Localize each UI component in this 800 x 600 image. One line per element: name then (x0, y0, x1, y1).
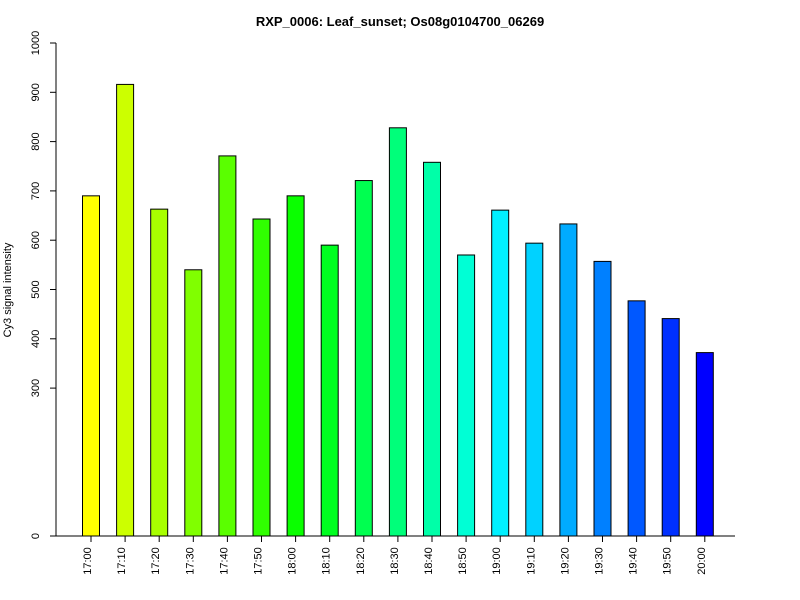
x-tick-label: 19:00 (491, 547, 503, 575)
x-tick-label: 19:50 (662, 547, 674, 575)
bar (559, 223, 578, 537)
y-tick-label: 800 (30, 132, 42, 150)
bar (82, 195, 100, 537)
y-tick-label: 0 (30, 533, 42, 539)
bar (627, 300, 646, 537)
bar (116, 83, 135, 537)
x-tick-label: 18:10 (321, 547, 333, 575)
bar (388, 127, 407, 537)
bars (82, 83, 714, 537)
x-tick-label: 19:10 (525, 547, 537, 575)
y-tick-label: 900 (30, 83, 42, 101)
y-tick-label: 400 (30, 330, 42, 348)
y-tick-label: 1000 (30, 31, 42, 55)
x-tick-label: 17:00 (82, 547, 94, 575)
x-tick-label: 18:00 (287, 547, 299, 575)
x-tick-label: 17:20 (150, 547, 162, 575)
bar (354, 180, 373, 537)
y-tick-label: 500 (30, 280, 42, 298)
bar (252, 218, 271, 537)
x-tick-label: 18:50 (457, 547, 469, 575)
y-ticks: 0 300 400 500 600 700 800 900 1000 (30, 31, 56, 539)
bar (320, 244, 339, 537)
x-tick-label: 19:40 (628, 547, 640, 575)
x-labels: 17:00 17:10 17:20 17:30 17:40 17:50 18:00 18:10… (82, 536, 708, 575)
x-tick-label: 18:30 (389, 547, 401, 575)
bar (661, 318, 680, 537)
x-tick-label: 18:20 (355, 547, 367, 575)
x-tick-label: 20:00 (696, 547, 708, 575)
bar (491, 209, 510, 537)
x-tick-label: 17:50 (253, 547, 265, 575)
bar (525, 242, 544, 537)
bar (286, 195, 305, 537)
bar (218, 155, 237, 537)
x-tick-label: 17:40 (218, 547, 230, 575)
bar (150, 208, 169, 537)
y-tick-label: 700 (30, 182, 42, 200)
x-tick-label: 17:10 (116, 547, 128, 575)
bar (457, 254, 476, 537)
bar (695, 352, 714, 537)
bar (593, 260, 612, 537)
bar (423, 161, 441, 537)
y-axis-label: Cy3 signal intensity (2, 242, 14, 337)
y-tick-label: 300 (30, 379, 42, 397)
y-tick-label: 600 (30, 231, 42, 249)
chart-title: RXP_0006: Leaf_sunset; Os08g0104700_0626… (256, 14, 544, 29)
x-tick-label: 19:30 (594, 547, 606, 575)
x-tick-label: 19:20 (559, 547, 571, 575)
bar (184, 269, 203, 537)
x-tick-label: 17:30 (184, 547, 196, 575)
x-tick-label: 18:40 (423, 547, 435, 575)
